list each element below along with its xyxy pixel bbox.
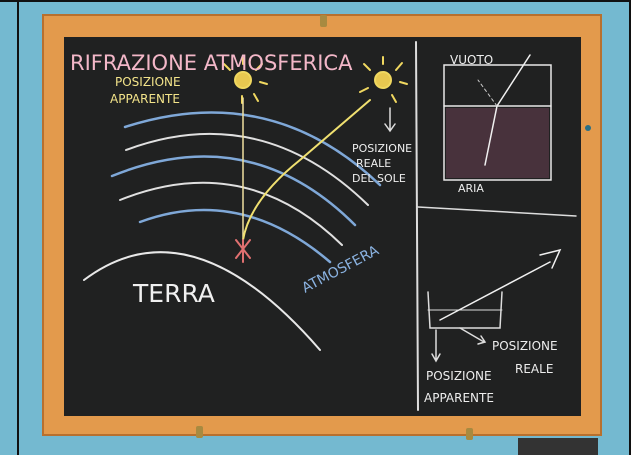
wall-pin [585, 125, 591, 131]
hook [320, 15, 327, 27]
page: {"board": { "title": "RIFRAZIONE ATMOSFE… [0, 0, 631, 455]
label: APPARENTE [110, 92, 180, 106]
label: APPARENTE [424, 391, 494, 405]
label: POSIZIONE [115, 75, 181, 89]
label: REALE [515, 362, 553, 376]
board-title: RIFRAZIONE ATMOSFERICA [70, 51, 353, 75]
hook [196, 426, 203, 438]
label: DEL SOLE [352, 172, 406, 185]
label: REALE [356, 157, 391, 170]
earth-label: TERRA [132, 279, 215, 308]
photo: RIFRAZIONE ATMOSFERICA POSIZIONE APPAREN… [0, 0, 631, 455]
hook [466, 428, 473, 440]
label: POSIZIONE [426, 369, 492, 383]
label: POSIZIONE [352, 142, 412, 155]
air-fill [446, 108, 549, 178]
label: POSIZIONE [492, 339, 558, 353]
tray [518, 438, 598, 455]
label: ARIA [458, 182, 484, 195]
label: VUOTO [450, 53, 493, 67]
